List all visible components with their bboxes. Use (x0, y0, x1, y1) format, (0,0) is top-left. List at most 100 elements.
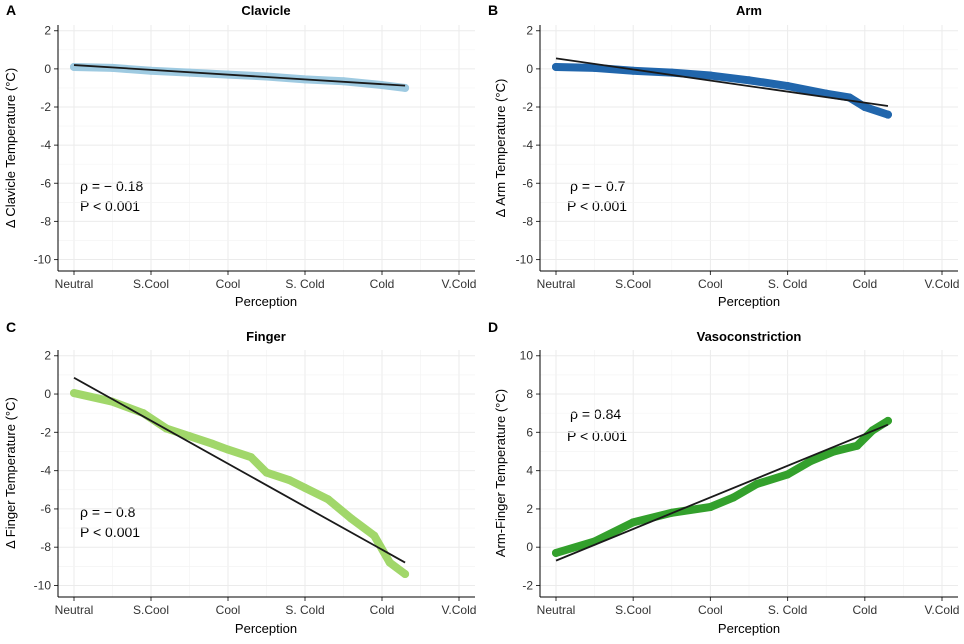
x-tick-label: Cold (852, 603, 877, 617)
x-tick-label: Cold (370, 603, 395, 617)
panel-a-p-annotation: P < 0.001 (80, 198, 140, 214)
data-point (853, 441, 862, 450)
y-tick-label: -10 (516, 253, 534, 267)
panel-b-letter: B (488, 2, 498, 18)
y-tick-label: 2 (44, 349, 51, 363)
x-tick-label: S.Cool (615, 603, 651, 617)
panel-b-title: Arm (736, 3, 762, 18)
y-tick-label: 2 (526, 502, 533, 516)
panel-a-data-trace (70, 62, 410, 92)
data-point (70, 62, 78, 71)
panel-c-title: Finger (246, 329, 286, 344)
x-tick-label: Cool (698, 603, 723, 617)
panel-c-rho-annotation: ρ = − 0.8 (80, 504, 136, 520)
data-point (185, 432, 194, 441)
panel-d-p-annotation: P < 0.001 (567, 428, 627, 444)
data-point (285, 476, 294, 485)
data-point (860, 103, 869, 111)
panel-a: A Clavicle Perception Δ Clavicle Tempera… (3, 2, 476, 309)
panel-c-p-annotation: P < 0.001 (80, 524, 140, 540)
data-point (883, 416, 892, 425)
data-point (752, 480, 761, 489)
panel-d-fit-line (555, 423, 889, 562)
panel-d-ticks: Neutral S.Cool Cool S. Cold Cold V.Cold 10 8 6 4 2… (520, 349, 960, 617)
y-tick-label: 0 (44, 387, 51, 401)
y-tick-label: -6 (522, 176, 533, 190)
panel-a-y-axis-label: Δ Clavicle Temperature (°C) (3, 68, 18, 228)
x-tick-label: Cold (852, 277, 877, 291)
y-tick-label: -8 (40, 540, 51, 554)
panel-d: D Vasoconstriction Perception Arm-Finger… (488, 319, 959, 636)
y-tick-label: -2 (522, 100, 533, 114)
y-tick-label: -2 (522, 579, 533, 593)
data-point (224, 445, 232, 454)
panel-d-x-axis-label: Perception (718, 621, 780, 636)
panel-d-rho-annotation: ρ = 0.84 (570, 406, 621, 422)
y-tick-label: -4 (522, 138, 533, 152)
panel-c-letter: C (6, 319, 16, 335)
data-point (783, 470, 792, 479)
x-tick-label: Neutral (55, 603, 94, 617)
x-tick-label: V.Cold (925, 277, 960, 291)
y-tick-label: 0 (526, 62, 533, 76)
panel-c-data-trace (70, 389, 410, 579)
panel-b-fit-line (555, 57, 889, 107)
data-point (883, 110, 892, 119)
data-point (301, 483, 309, 492)
x-tick-label: V.Cold (442, 603, 477, 617)
panel-c-fit-line (73, 376, 406, 564)
x-tick-label: Cool (216, 603, 241, 617)
x-tick-label: S.Cool (133, 603, 169, 617)
data-point (247, 453, 256, 462)
panel-b-p-annotation: P < 0.001 (567, 198, 627, 214)
panel-a-title: Clavicle (241, 3, 290, 18)
data-point (147, 66, 155, 75)
panel-d-letter: D (488, 319, 498, 335)
y-tick-label: -4 (40, 138, 51, 152)
data-point (629, 518, 638, 527)
y-tick-label: 0 (526, 540, 533, 554)
panel-a-rho-annotation: ρ = − 0.18 (80, 178, 143, 194)
panel-b-x-axis-label: Perception (718, 294, 780, 309)
panel-a-gridlines (58, 25, 475, 271)
panel-a-ticks: Neutral S.Cool Cool S. Cold Cold V.Cold 2 0 -2 -4… (34, 24, 477, 291)
y-tick-label: 2 (526, 24, 533, 38)
panel-b-ticks: Neutral S.Cool Cool S. Cold Cold V.Cold 2 0 -2 -4… (516, 24, 960, 291)
data-point (70, 389, 78, 398)
data-point (706, 71, 715, 80)
x-tick-label: V.Cold (442, 277, 477, 291)
data-point (370, 531, 379, 540)
x-tick-label: S.Cool (133, 277, 169, 291)
x-tick-label: S.Cool (615, 277, 651, 291)
x-tick-label: Neutral (55, 277, 94, 291)
panel-b-rho-annotation: ρ = − 0.7 (570, 178, 626, 194)
panel-a-x-axis-label: Perception (235, 294, 297, 309)
y-tick-label: 0 (44, 62, 51, 76)
y-tick-label: -10 (34, 253, 52, 267)
data-point (706, 503, 715, 512)
data-point (208, 439, 217, 448)
data-point (745, 76, 753, 85)
data-point (590, 63, 599, 72)
x-tick-label: S. Cold (768, 277, 807, 291)
data-point (822, 89, 831, 98)
x-tick-label: Cool (216, 277, 241, 291)
y-tick-label: 2 (44, 24, 51, 38)
data-point (262, 468, 271, 477)
data-point (552, 62, 560, 71)
y-tick-label: 8 (526, 387, 533, 401)
y-tick-label: -10 (34, 579, 52, 593)
data-point (552, 548, 560, 557)
panel-c-x-axis-label: Perception (235, 621, 297, 636)
y-tick-label: -6 (40, 176, 51, 190)
y-tick-label: -2 (40, 100, 51, 114)
panel-b-y-axis-label: Δ Arm Temperature (°C) (493, 79, 508, 218)
data-point (324, 495, 333, 504)
data-point (401, 570, 410, 579)
x-tick-label: Neutral (537, 277, 576, 291)
data-point (806, 457, 815, 466)
data-point (729, 493, 738, 502)
x-tick-label: S. Cold (768, 603, 807, 617)
